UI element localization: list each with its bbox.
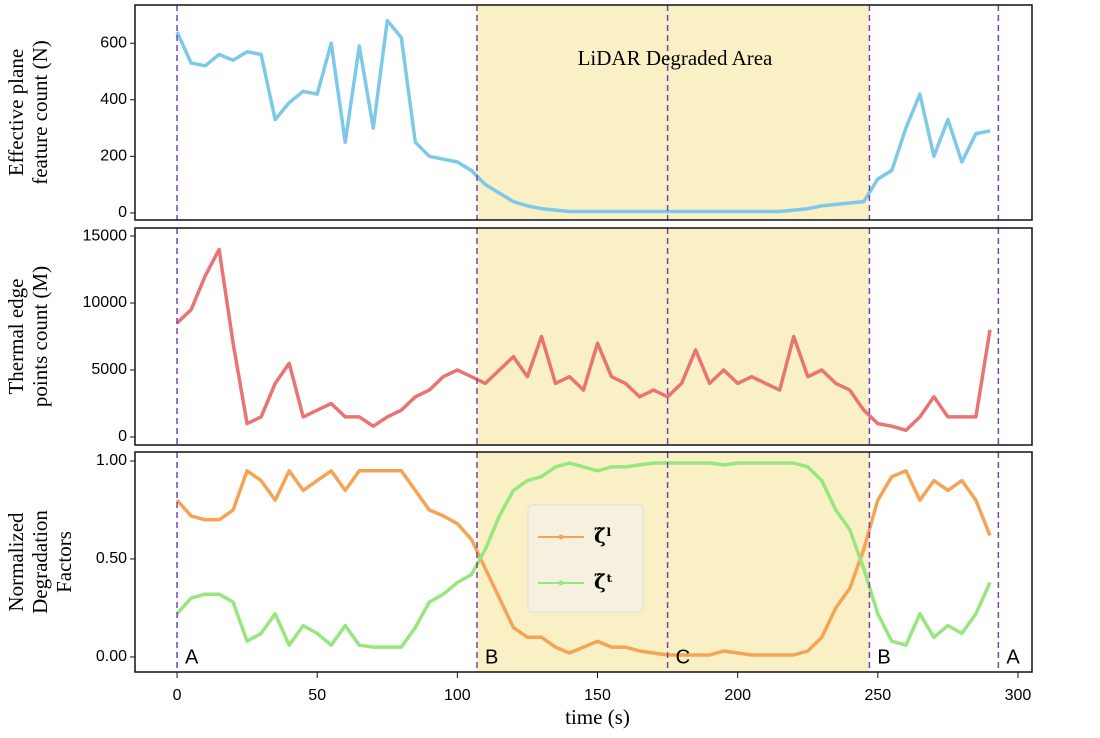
y-tick-label: 0: [118, 204, 127, 221]
y-axis-label: Effective plane: [4, 49, 28, 176]
y-axis-label: Thermal edge: [4, 278, 28, 394]
panel: 0 5000 10000 15000 Thermal edge points count …: [4, 227, 1033, 446]
marker-label: A: [1006, 646, 1020, 668]
series-line: [175, 18, 991, 214]
x-tick-label: 100: [444, 687, 471, 704]
y-tick-label: 5000: [91, 361, 127, 378]
legend: ζ̃ˡ ζ̃ᵗ: [527, 504, 644, 613]
y-tick-label: 600: [100, 34, 127, 51]
y-tick-label: 400: [100, 91, 127, 108]
panel-frame: [134, 227, 1033, 446]
marker-label: A: [185, 646, 199, 668]
y-tick-label: 0.50: [96, 550, 127, 567]
marker-label: B: [877, 646, 890, 668]
x-tick-label: 200: [724, 687, 751, 704]
y-axis-label: points count (M): [28, 266, 52, 407]
series-line: [175, 247, 992, 433]
y-axis-label: feature count (N): [28, 40, 52, 185]
y-tick-label: 0: [118, 428, 127, 445]
y-axis-label: Factors: [52, 531, 76, 593]
marker-label: B: [485, 646, 498, 668]
annotation: LiDAR Degraded Area: [578, 46, 773, 70]
x-axis-label: time (s): [565, 705, 630, 729]
y-tick-label: 0.00: [96, 648, 127, 665]
series-line: [175, 461, 992, 649]
x-tick-label: 250: [864, 687, 891, 704]
y-axis-label: Normalized: [4, 512, 28, 612]
legend-box: [527, 504, 644, 613]
legend-dot: [558, 580, 564, 586]
legend-dot: [558, 534, 564, 540]
y-tick-label: 15000: [83, 227, 128, 244]
y-tick-label: 10000: [83, 294, 128, 311]
panel: 0 200 400 600 Effective plane feature count (…: [4, 4, 1033, 221]
x-tick-label: 50: [308, 687, 326, 704]
shaded-region: [476, 5, 870, 220]
legend-label: ζ̃ˡ: [594, 524, 612, 548]
series-line: [175, 469, 992, 657]
y-tick-label: 1.00: [96, 452, 127, 469]
y-axis-label: Degradation: [28, 510, 52, 614]
x-tick-label: 300: [1005, 687, 1032, 704]
legend-label: ζ̃ᵗ: [594, 570, 613, 594]
shaded-region: [476, 228, 870, 445]
x-tick-label: 0: [173, 687, 182, 704]
panel-frame: [134, 4, 1033, 221]
x-tick-label: 150: [584, 687, 611, 704]
marker-label: C: [676, 646, 690, 668]
panel-frame: [134, 451, 1033, 673]
panel: A B C B A 0.00 0.50 1.00 Normalized Degradation Fa…: [4, 451, 1033, 729]
y-tick-label: 200: [100, 148, 127, 165]
